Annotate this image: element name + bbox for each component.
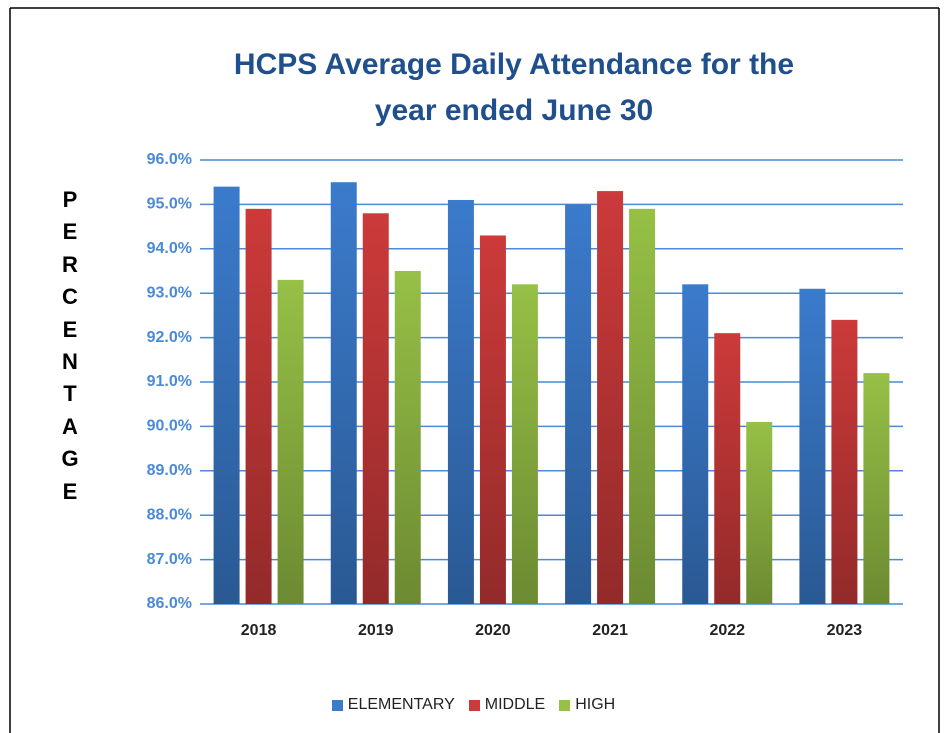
- bar: [799, 288, 826, 604]
- bar: [863, 373, 890, 604]
- y-tick-label: 93.0%: [147, 284, 192, 301]
- bar: [682, 284, 709, 604]
- y-tick-label: 94.0%: [147, 240, 192, 257]
- bar: [597, 191, 624, 604]
- x-tick-label: 2018: [241, 622, 277, 639]
- x-tick-label: 2022: [709, 622, 745, 639]
- bar: [511, 284, 538, 604]
- bar: [245, 208, 272, 604]
- legend-item: MIDDLE: [468, 696, 546, 714]
- bar: [213, 186, 240, 604]
- y-tick-label: 87.0%: [147, 551, 192, 568]
- y-tick-label: 86.0%: [147, 595, 192, 612]
- bar: [629, 208, 656, 604]
- y-tick-label: 89.0%: [147, 462, 192, 479]
- bar: [714, 333, 741, 604]
- chart-title: year ended June 30: [375, 94, 653, 127]
- legend-label: HIGH: [575, 696, 616, 713]
- legend: ELEMENTARY MIDDLE HIGH: [0, 696, 947, 714]
- x-tick-label: 2023: [827, 622, 863, 639]
- legend-item: HIGH: [559, 696, 615, 714]
- y-tick-label: 91.0%: [147, 373, 192, 390]
- bar: [362, 213, 389, 604]
- bar: [277, 279, 304, 604]
- legend-swatch: [331, 699, 343, 711]
- y-tick-label: 95.0%: [147, 196, 192, 213]
- legend-swatch: [559, 699, 571, 711]
- legend-label: ELEMENTARY: [347, 696, 455, 713]
- bar: [330, 182, 357, 604]
- x-tick-label: 2020: [475, 622, 511, 639]
- x-tick-label: 2021: [592, 622, 628, 639]
- x-tick-label: 2019: [358, 622, 394, 639]
- bar: [831, 319, 858, 604]
- bar: [565, 204, 592, 604]
- bar: [479, 235, 506, 605]
- y-tick-label: 92.0%: [147, 329, 192, 346]
- bar: [746, 421, 773, 604]
- legend-item: ELEMENTARY: [331, 696, 455, 714]
- bar: [447, 199, 474, 604]
- y-axis-label: PERCENTAGE: [61, 187, 79, 504]
- y-tick-label: 88.0%: [147, 506, 192, 523]
- legend-swatch: [468, 699, 480, 711]
- bar: [394, 271, 421, 604]
- legend-label: MIDDLE: [484, 696, 546, 713]
- chart-title: HCPS Average Daily Attendance for the: [234, 48, 794, 81]
- y-tick-label: 96.0%: [147, 151, 192, 168]
- y-tick-label: 90.0%: [147, 418, 192, 435]
